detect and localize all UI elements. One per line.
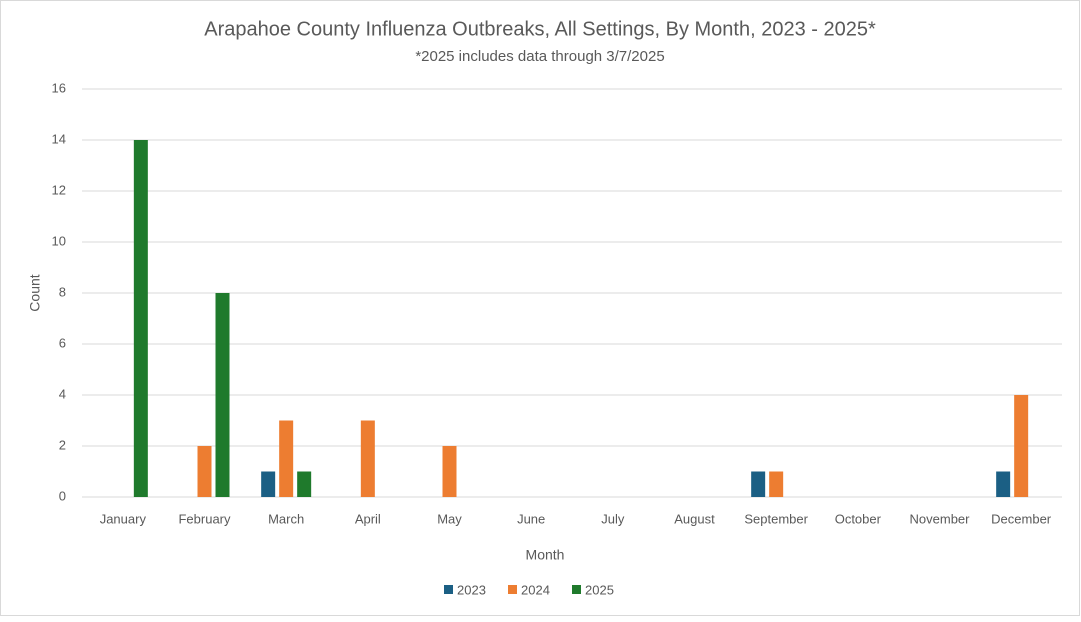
y-tick-label: 0: [59, 488, 66, 503]
legend-label: 2024: [521, 582, 550, 597]
legend-swatch: [444, 585, 453, 594]
bar: [133, 140, 148, 497]
bar: [215, 293, 230, 497]
x-tick-label: August: [674, 511, 715, 526]
y-tick-label: 16: [52, 80, 66, 95]
y-tick-label: 12: [52, 182, 66, 197]
bar: [279, 420, 294, 497]
y-tick-label: 14: [52, 131, 66, 146]
x-tick-label: February: [178, 511, 231, 526]
bar: [751, 471, 766, 497]
legend-swatch: [508, 585, 517, 594]
y-tick-label: 6: [59, 335, 66, 350]
x-tick-label: May: [437, 511, 462, 526]
bar: [261, 471, 276, 497]
bar: [297, 471, 312, 497]
y-axis-label: Count: [27, 274, 43, 311]
bar: [1014, 395, 1029, 497]
x-axis-label: Month: [526, 547, 565, 563]
x-tick-label: September: [744, 511, 808, 526]
x-tick-label: June: [517, 511, 545, 526]
x-tick-label: March: [268, 511, 304, 526]
x-tick-label: April: [355, 511, 381, 526]
y-tick-label: 10: [52, 233, 66, 248]
x-tick-label: October: [835, 511, 882, 526]
x-tick-label: July: [601, 511, 625, 526]
bar: [197, 446, 212, 497]
x-tick-label: November: [910, 511, 971, 526]
bar: [996, 471, 1011, 497]
legend-label: 2025: [585, 582, 614, 597]
y-tick-label: 2: [59, 437, 66, 452]
legend-label: 2023: [457, 582, 486, 597]
y-tick-label: 4: [59, 386, 66, 401]
bar: [360, 420, 375, 497]
chart-subtitle: *2025 includes data through 3/7/2025: [415, 48, 664, 65]
legend-swatch: [572, 585, 581, 594]
bar: [769, 471, 784, 497]
y-tick-label: 8: [59, 284, 66, 299]
x-tick-label: January: [100, 511, 147, 526]
chart-title: Arapahoe County Influenza Outbreaks, All…: [204, 18, 876, 40]
bar: [442, 446, 457, 497]
x-tick-label: December: [991, 511, 1052, 526]
